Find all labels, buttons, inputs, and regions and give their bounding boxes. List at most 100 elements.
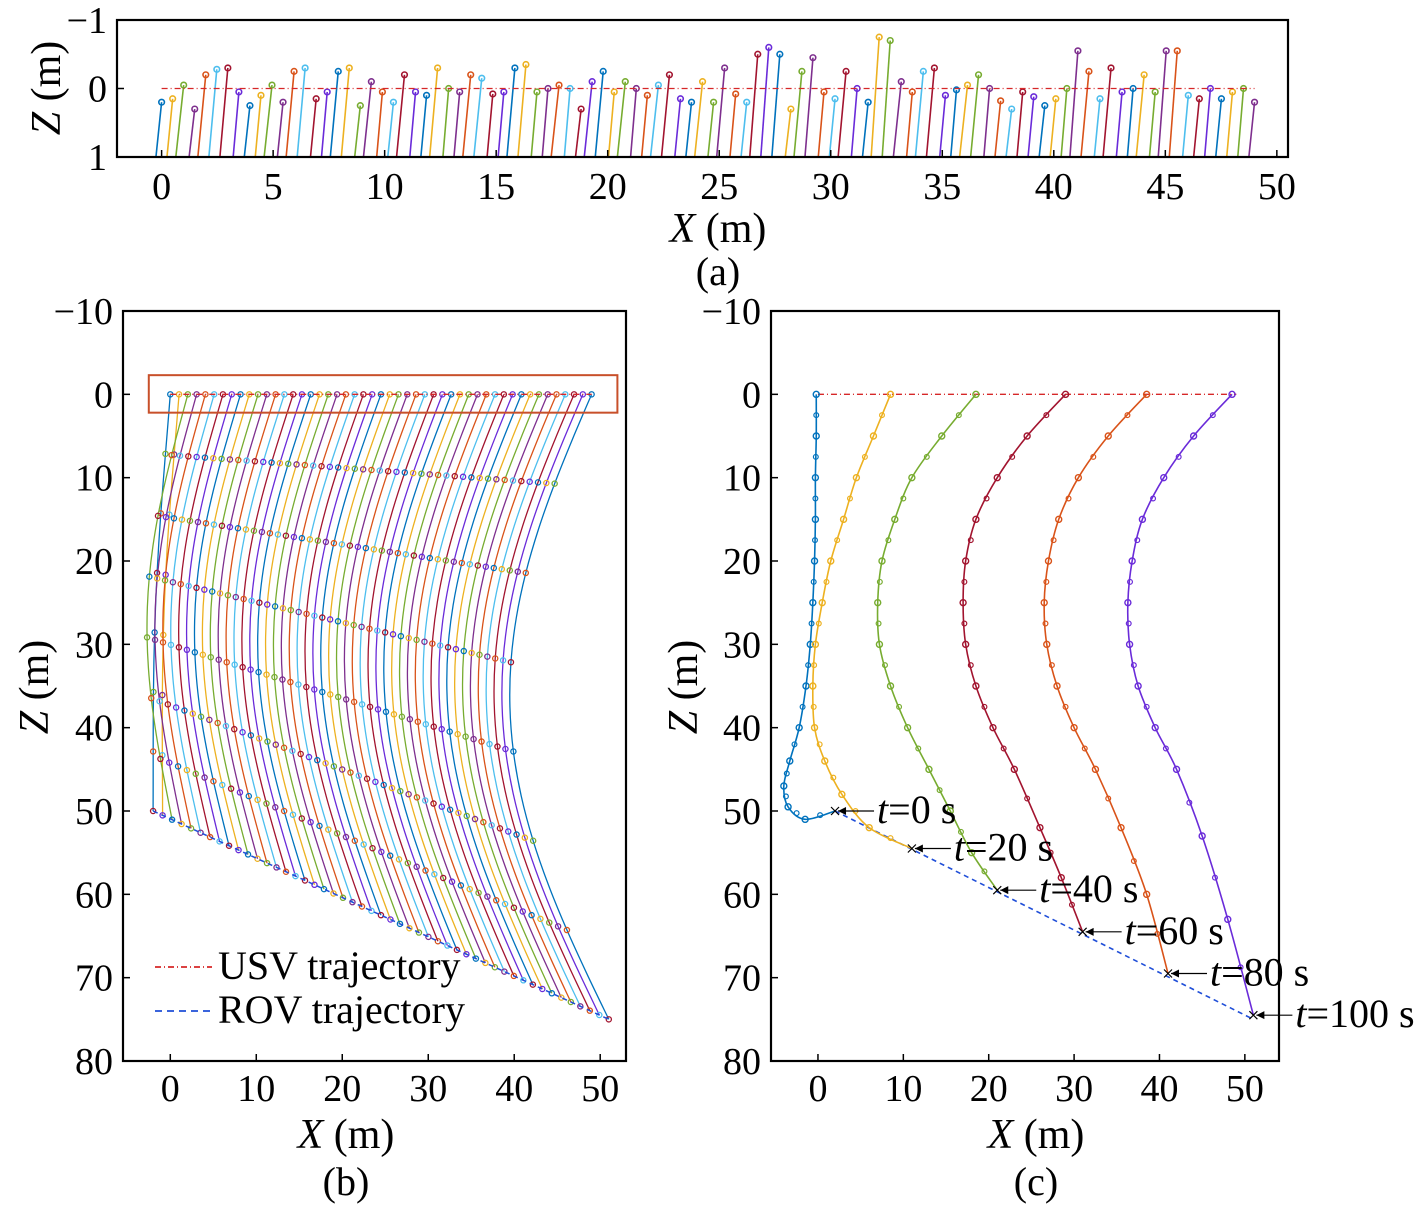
node-marker bbox=[169, 578, 177, 586]
node-marker bbox=[1138, 515, 1147, 524]
node-marker bbox=[471, 815, 479, 823]
node-marker bbox=[876, 578, 883, 585]
cable-segment bbox=[574, 108, 582, 157]
cable-segment bbox=[453, 91, 461, 157]
node-marker bbox=[539, 985, 546, 993]
node-marker bbox=[923, 453, 930, 460]
node-marker bbox=[362, 544, 370, 552]
node-marker bbox=[529, 837, 537, 845]
usv-marker bbox=[897, 78, 905, 86]
node-marker bbox=[386, 548, 394, 556]
node-marker bbox=[342, 696, 350, 703]
usv-marker bbox=[698, 78, 707, 86]
node-marker bbox=[404, 859, 412, 867]
cable-segment bbox=[296, 67, 306, 157]
usv-marker bbox=[456, 88, 464, 96]
node-marker bbox=[338, 541, 346, 548]
node-marker bbox=[250, 527, 258, 534]
node-marker bbox=[791, 741, 798, 748]
node-marker bbox=[529, 981, 537, 988]
cable-segment bbox=[861, 102, 869, 157]
node-marker bbox=[967, 537, 974, 544]
cable-curve bbox=[225, 394, 277, 864]
x-tick-label: 0 bbox=[152, 166, 171, 208]
node-marker bbox=[274, 531, 282, 538]
cable-curve bbox=[335, 394, 401, 925]
usv-marker bbox=[820, 88, 828, 96]
node-marker bbox=[167, 641, 175, 649]
node-marker bbox=[306, 536, 314, 543]
node-marker bbox=[1090, 453, 1097, 460]
usv-marker bbox=[743, 98, 751, 106]
node-marker bbox=[452, 645, 460, 653]
node-marker bbox=[239, 663, 246, 671]
node-marker bbox=[215, 656, 222, 663]
node-marker bbox=[178, 820, 185, 828]
node-marker bbox=[334, 464, 342, 471]
x-tick-label: 10 bbox=[366, 166, 404, 208]
node-marker bbox=[810, 557, 819, 565]
node-marker bbox=[472, 955, 480, 962]
cable-curve bbox=[454, 394, 543, 990]
node-marker bbox=[369, 844, 376, 852]
node-marker bbox=[381, 629, 389, 636]
usv-marker bbox=[930, 64, 938, 72]
cable-segment bbox=[715, 67, 726, 157]
node-marker bbox=[406, 924, 413, 932]
node-marker bbox=[823, 578, 830, 585]
node-marker bbox=[338, 766, 346, 773]
usv-marker bbox=[257, 91, 265, 99]
usv-marker bbox=[301, 64, 309, 72]
cable-segment bbox=[420, 95, 428, 157]
cable-curve bbox=[296, 394, 356, 903]
node-marker bbox=[801, 815, 809, 824]
cable-segment bbox=[243, 105, 251, 157]
node-marker bbox=[351, 837, 359, 845]
cable-curve bbox=[272, 394, 329, 890]
node-marker bbox=[311, 686, 318, 693]
x-axis-label: X (m) bbox=[296, 1112, 395, 1158]
annotation-arrowhead bbox=[914, 844, 923, 853]
cable-segment bbox=[263, 84, 273, 157]
node-marker bbox=[219, 781, 226, 789]
annotation-label: t=20 s bbox=[954, 825, 1053, 870]
node-marker bbox=[827, 557, 835, 565]
node-marker bbox=[183, 766, 191, 774]
node-marker bbox=[1044, 557, 1053, 565]
node-marker bbox=[521, 834, 529, 841]
usv-marker bbox=[378, 88, 387, 96]
cable-curve bbox=[422, 394, 505, 972]
node-marker bbox=[436, 642, 444, 649]
usv-marker bbox=[621, 78, 629, 86]
usv-marker bbox=[334, 67, 342, 75]
cable-segment bbox=[1016, 91, 1024, 157]
cable-segment bbox=[707, 102, 715, 157]
x-tick-label: 0 bbox=[808, 1068, 827, 1110]
node-marker bbox=[1043, 412, 1050, 419]
annotation-label: t=0 s bbox=[877, 787, 956, 832]
node-marker bbox=[282, 532, 290, 539]
node-marker bbox=[282, 868, 290, 876]
cable-segment bbox=[640, 95, 649, 157]
usv-marker bbox=[290, 67, 298, 75]
node-marker bbox=[498, 565, 506, 573]
cable-segment bbox=[729, 93, 737, 157]
node-marker bbox=[248, 597, 255, 605]
usv-marker bbox=[246, 102, 254, 110]
cable-segment bbox=[1093, 98, 1101, 157]
node-marker bbox=[422, 867, 429, 874]
node-marker bbox=[451, 472, 458, 480]
node-marker bbox=[366, 625, 373, 632]
plot-area bbox=[155, 33, 1259, 157]
cable-curve bbox=[264, 394, 321, 885]
cable-segment bbox=[340, 67, 351, 157]
node-marker bbox=[482, 563, 490, 570]
node-marker bbox=[394, 549, 402, 557]
node-marker bbox=[1117, 823, 1125, 832]
usv-marker bbox=[555, 81, 563, 89]
usv-marker bbox=[842, 67, 850, 75]
node-marker bbox=[972, 515, 980, 524]
node-marker bbox=[480, 818, 487, 826]
usv-marker bbox=[643, 91, 651, 99]
cable-segment bbox=[660, 74, 671, 157]
